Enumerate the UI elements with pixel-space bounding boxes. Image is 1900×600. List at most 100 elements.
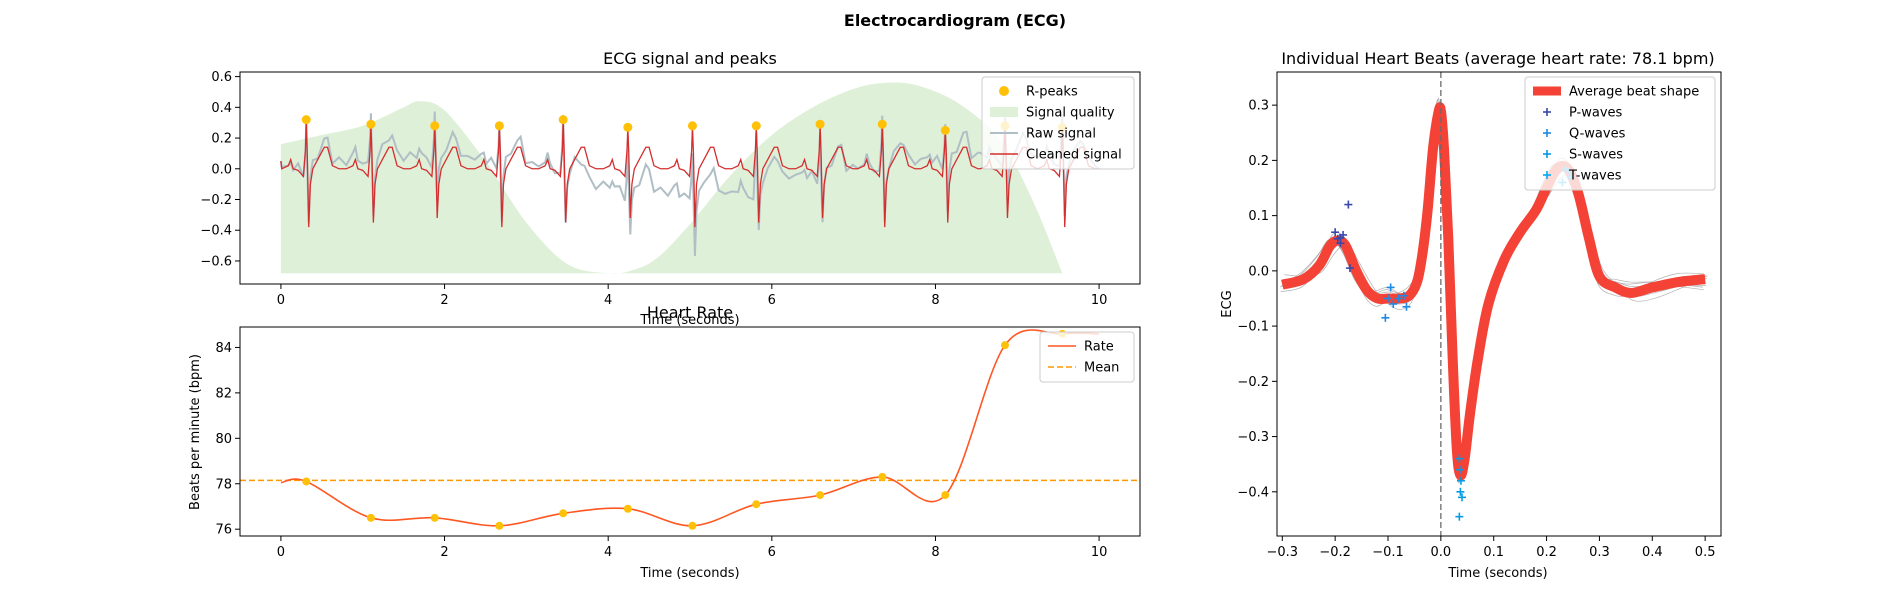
heart-beats-xtick-label: −0.3 xyxy=(1266,545,1298,560)
rate-point xyxy=(302,477,311,486)
rate-point xyxy=(816,491,825,500)
heart-rate-xtick-label: 4 xyxy=(604,545,612,560)
heart-rate-legend-label: Rate xyxy=(1084,340,1114,355)
ecg-signal-legend-swatch xyxy=(999,86,1009,96)
ecg-signal-legend-box xyxy=(981,76,1135,170)
heart-rate-xtick-label: 0 xyxy=(277,545,285,560)
r-peak-marker xyxy=(940,125,950,135)
s-wave-marker xyxy=(1455,512,1464,521)
q-wave-marker xyxy=(1389,300,1398,308)
heart-beats-legend: Average beat shape P-waves Q-waves S-waves T… xyxy=(1524,76,1716,191)
heart-rate-ylabel: Beats per minute (bpm) xyxy=(188,354,203,510)
heart-beats-frame xyxy=(1276,71,1722,537)
heart-rate-ytick-label: 80 xyxy=(215,432,232,447)
r-peak-marker xyxy=(430,121,440,131)
ecg-signal-legend-label: R-peaks xyxy=(1026,85,1078,100)
heart-beats-xtick-label: 0.5 xyxy=(1695,545,1716,560)
r-peak-marker xyxy=(494,121,504,131)
s-wave-marker xyxy=(1458,493,1466,502)
heart-beats-legend-label: T-waves xyxy=(1568,169,1622,184)
ecg-signal-ytick-label: 0.4 xyxy=(211,101,232,116)
heart-beats-xtick-label: −0.2 xyxy=(1319,545,1351,560)
heart-beats-xtick-label: 0.4 xyxy=(1642,545,1663,560)
ecg-signal-title: ECG signal and peaks xyxy=(603,49,777,68)
heart-beats-xtick-label: 0.0 xyxy=(1431,545,1452,560)
s-wave-marker xyxy=(1456,487,1465,496)
heart-beats-legend-box xyxy=(1524,76,1716,191)
heart-beats-ytick-label: 0.2 xyxy=(1248,154,1269,169)
r-peak-marker xyxy=(558,115,568,125)
rate-point xyxy=(688,521,697,530)
rate-point xyxy=(430,513,439,522)
heart-rate-ytick-label: 78 xyxy=(215,477,232,492)
average-beat-line xyxy=(1281,102,1706,481)
rate-point xyxy=(752,500,761,509)
ecg-signal-legend-label: Signal quality xyxy=(1026,106,1115,121)
heart-rate-ytick-label: 84 xyxy=(215,341,232,356)
q-wave-marker xyxy=(1386,283,1395,292)
ecg-signal-xtick-label: 2 xyxy=(440,293,448,308)
heart-beats-legend-swatch xyxy=(1543,171,1551,179)
ecg-signal-legend: R-peaks Signal quality Raw signal Cleaned s… xyxy=(981,76,1135,170)
rate-point xyxy=(878,472,887,481)
heart-beats-xtick-label: 0.1 xyxy=(1483,545,1504,560)
heart-beats-legend-swatch xyxy=(1543,150,1551,158)
r-peak-marker xyxy=(877,119,887,129)
heart-beats-legend-label: P-waves xyxy=(1569,106,1623,121)
p-wave-marker xyxy=(1331,228,1340,237)
heart-rate-legend: Rate Mean xyxy=(1039,331,1135,383)
ecg-signal-xtick-label: 0 xyxy=(277,293,285,308)
heart-beats-legend-label: S-waves xyxy=(1569,148,1623,163)
rate-point xyxy=(495,521,504,530)
heart-rate-frame xyxy=(239,326,1141,537)
heart-rate-legend-label: Mean xyxy=(1084,361,1119,376)
heart-beats-legend-label: Average beat shape xyxy=(1569,85,1699,100)
p-wave-marker xyxy=(1345,264,1354,273)
r-peak-marker xyxy=(366,119,376,129)
ecg-signal-xtick-label: 6 xyxy=(768,293,776,308)
q-wave-marker xyxy=(1399,291,1408,300)
heart-beats-ylabel: ECG xyxy=(1220,290,1235,317)
rate-point xyxy=(1001,341,1009,350)
heart-rate-panel: 0 2 4 6 8 10 76 78 80 82 84 Heart Rate Time (secon… xyxy=(188,303,1141,581)
r-peak-marker xyxy=(623,122,633,132)
rate-point xyxy=(366,513,375,522)
ecg-signal-ytick-label: −0.4 xyxy=(200,224,232,239)
q-wave-marker xyxy=(1381,313,1390,322)
heart-rate-xlabel: Time (seconds) xyxy=(639,566,739,581)
cleaned-signal-line xyxy=(280,119,1100,228)
ecg-signal-ytick-label: −0.2 xyxy=(200,193,232,208)
heart-beats-legend-label: Q-waves xyxy=(1569,127,1626,142)
heart-rate-xtick-label: 10 xyxy=(1091,545,1108,560)
raw-signal-line xyxy=(279,110,1100,257)
heart-beats-ytick-label: −0.1 xyxy=(1237,320,1269,335)
heart-beats-ytick-label: −0.3 xyxy=(1237,430,1269,445)
heart-beats-xtick-label: −0.1 xyxy=(1372,545,1404,560)
rate-point xyxy=(623,504,632,513)
heart-beats-ytick-label: −0.4 xyxy=(1237,485,1269,500)
heart-beats-panel: Individual Heart Beats (average heart ra… xyxy=(1220,49,1722,581)
r-peak-marker xyxy=(687,121,697,131)
ecg-signal-legend-label: Cleaned signal xyxy=(1026,148,1122,163)
heart-rate-title: Heart Rate xyxy=(647,303,733,322)
rate-point xyxy=(941,491,950,500)
heart-beats-xtick-label: 0.2 xyxy=(1536,545,1557,560)
signal-quality-area xyxy=(280,82,1063,274)
ecg-signal-ytick-label: 0.0 xyxy=(211,162,232,177)
p-wave-marker xyxy=(1336,233,1345,242)
heart-beats-legend-swatch xyxy=(1543,108,1551,116)
ecg-signal-legend-swatch xyxy=(990,107,1018,117)
ecg-signal-xtick-label: 8 xyxy=(931,293,939,308)
heart-rate-ytick-label: 76 xyxy=(215,523,232,538)
ecg-signal-xlabel: Time (seconds) xyxy=(639,313,739,328)
r-peak-marker xyxy=(751,121,761,131)
rate-point xyxy=(559,509,568,518)
heart-beats-xlabel: Time (seconds) xyxy=(1447,566,1547,581)
ecg-signal-panel: ECG signal and peaks 0 2 4 6 8 10 −0.6 −0.4 −0.2… xyxy=(200,49,1141,328)
heart-beats-ytick-label: −0.2 xyxy=(1237,375,1269,390)
r-peak-marker xyxy=(301,115,311,125)
s-wave-marker xyxy=(1455,454,1464,463)
heart-rate-ytick-label: 82 xyxy=(215,386,232,401)
heart-rate-xtick-label: 8 xyxy=(931,545,939,560)
q-wave-marker xyxy=(1402,302,1411,311)
